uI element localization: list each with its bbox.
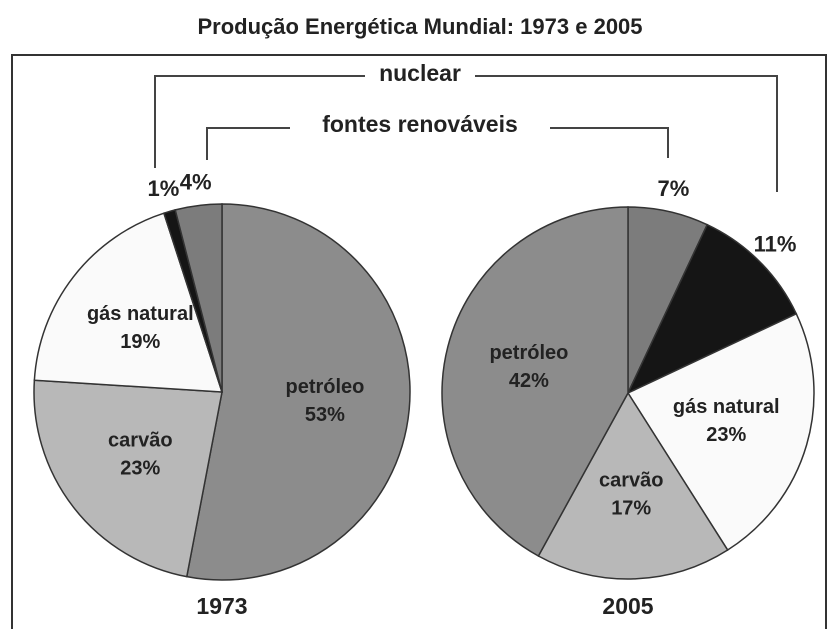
- pie-slice: [626, 312, 815, 552]
- slice-value: 42%: [509, 370, 549, 392]
- slice-name: carvão: [599, 470, 664, 492]
- slice-value: 7%: [657, 176, 689, 201]
- slice-value: 53%: [305, 404, 345, 426]
- pie-label: 2005: [602, 593, 653, 619]
- chart-title: Produção Energética Mundial: 1973 e 2005: [197, 14, 642, 39]
- slice-name: carvão: [108, 430, 173, 452]
- annotation: nuclear: [379, 60, 461, 86]
- slice-name: petróleo: [489, 342, 568, 364]
- pie-label: 1973: [196, 593, 247, 619]
- slice-name: petróleo: [285, 376, 364, 398]
- label-bg: [365, 62, 475, 90]
- annotation: fontes renováveis: [322, 111, 518, 137]
- slice-value: 23%: [706, 424, 746, 446]
- slice-value: 23%: [120, 458, 160, 480]
- frame: [11, 54, 827, 629]
- slice-value: 17%: [611, 498, 651, 520]
- pie-slice: [626, 223, 798, 395]
- slice-value: 4%: [180, 169, 212, 194]
- slice-name: gás natural: [673, 396, 780, 418]
- slice-value: 19%: [120, 331, 160, 353]
- slice-name: gás natural: [87, 303, 194, 325]
- pie-slice: [185, 203, 411, 581]
- pie-slice: [33, 379, 223, 578]
- slice-value: 1%: [148, 176, 180, 201]
- pie-slice: [174, 203, 223, 393]
- label-bg: [290, 112, 550, 142]
- slice-value: 11%: [754, 232, 797, 257]
- pie-slice: [33, 212, 224, 393]
- pie-slice: [441, 206, 629, 558]
- pie-slice: [537, 391, 729, 580]
